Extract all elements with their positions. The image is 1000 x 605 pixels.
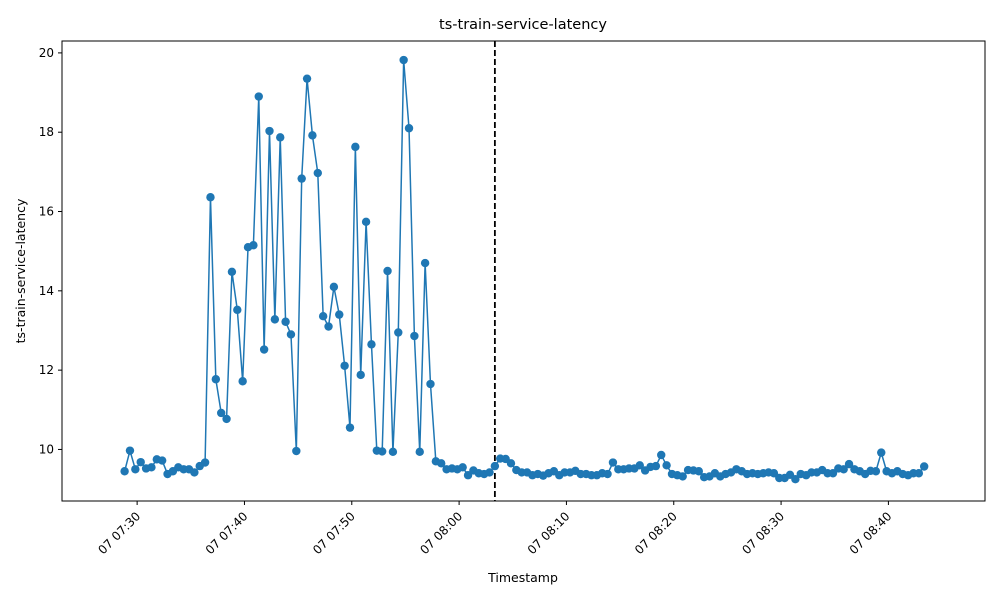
data-point [227, 267, 237, 276]
data-point [131, 465, 140, 474]
data-point [383, 266, 392, 276]
data-point [377, 447, 387, 456]
data-point [190, 468, 199, 477]
data-point [367, 340, 376, 349]
data-point [318, 312, 328, 321]
data-point [914, 469, 924, 478]
data-point [313, 168, 322, 178]
x-tick-label: 07 07:40 [203, 509, 251, 557]
data-point [222, 414, 231, 424]
data-point [292, 446, 301, 456]
data-point [919, 462, 929, 471]
data-point [506, 459, 516, 468]
data-point [265, 126, 274, 136]
data-point [356, 370, 365, 380]
data-point [125, 446, 135, 455]
y-tick-label: 10 [39, 442, 54, 456]
data-point [410, 331, 419, 341]
x-tick-label: 07 07:50 [310, 509, 358, 557]
data-point [490, 461, 500, 471]
data-point [458, 463, 467, 472]
x-axis: 07 07:30 07 07:40 07 07:50 07 08:00 07 08:10… [95, 501, 895, 557]
data-point [340, 361, 349, 370]
series-line [123, 59, 925, 481]
data-point [651, 461, 661, 471]
data-point [233, 305, 242, 315]
data-point [404, 124, 414, 133]
data-point [147, 463, 156, 472]
data-point [361, 217, 371, 227]
data-point [335, 310, 344, 319]
data-point [662, 461, 671, 470]
x-axis-label: Timestamp [487, 570, 558, 585]
data-point [302, 74, 312, 83]
data-point [270, 315, 280, 324]
data-point [211, 375, 221, 384]
x-tick-label: 07 08:10 [525, 509, 573, 557]
x-tick-label: 07 08:40 [847, 509, 895, 557]
data-point [791, 474, 800, 484]
data-point [238, 377, 247, 386]
data-point [206, 193, 215, 202]
data-point [324, 322, 333, 331]
y-tick-label: 16 [39, 205, 54, 219]
x-tick-label: 07 08:30 [739, 509, 787, 557]
series-points [120, 55, 929, 484]
data-point [329, 282, 339, 292]
data-point [157, 456, 167, 465]
data-point [657, 450, 666, 460]
plot-frame [61, 40, 986, 502]
data-point [877, 448, 886, 457]
data-point [351, 142, 360, 152]
data-point [635, 461, 644, 470]
data-point [437, 459, 446, 468]
data-point [394, 328, 403, 337]
x-tick-label: 07 08:20 [632, 509, 680, 557]
data-point [839, 465, 848, 474]
data-point [415, 447, 424, 457]
data-point [276, 133, 285, 142]
data-point [694, 467, 703, 476]
data-point [871, 467, 881, 476]
data-point [420, 258, 430, 268]
chart-title: ts-train-service-latency [439, 17, 607, 33]
data-point [345, 423, 355, 432]
data-point [388, 447, 398, 457]
data-point [200, 458, 210, 467]
x-tick-label: 07 07:30 [95, 509, 143, 557]
data-point [769, 469, 779, 478]
data-point [399, 55, 408, 65]
x-tick-label: 07 08:00 [417, 509, 465, 557]
y-tick-label: 14 [39, 284, 54, 298]
data-point [463, 471, 473, 480]
data-point [603, 469, 612, 479]
data-point [249, 241, 258, 250]
data-point [120, 467, 129, 476]
data-point [828, 469, 838, 478]
data-point [259, 345, 269, 354]
data-point [678, 472, 687, 481]
y-tick-label: 20 [39, 46, 54, 60]
y-tick-label: 18 [39, 125, 54, 139]
data-point [136, 457, 145, 467]
data-point [217, 408, 226, 418]
data-point [308, 131, 317, 140]
y-tick-label: 12 [39, 363, 54, 377]
data-point [286, 330, 296, 339]
y-axis-label: ts-train-service-latency [13, 198, 28, 343]
data-point [297, 174, 306, 183]
y-axis: 10 12 14 16 18 20 [39, 46, 62, 456]
data-point [426, 379, 435, 389]
data-point [844, 459, 854, 469]
data-point [254, 92, 263, 101]
data-point [485, 468, 494, 477]
data-point [608, 458, 618, 467]
data-point [281, 317, 290, 326]
